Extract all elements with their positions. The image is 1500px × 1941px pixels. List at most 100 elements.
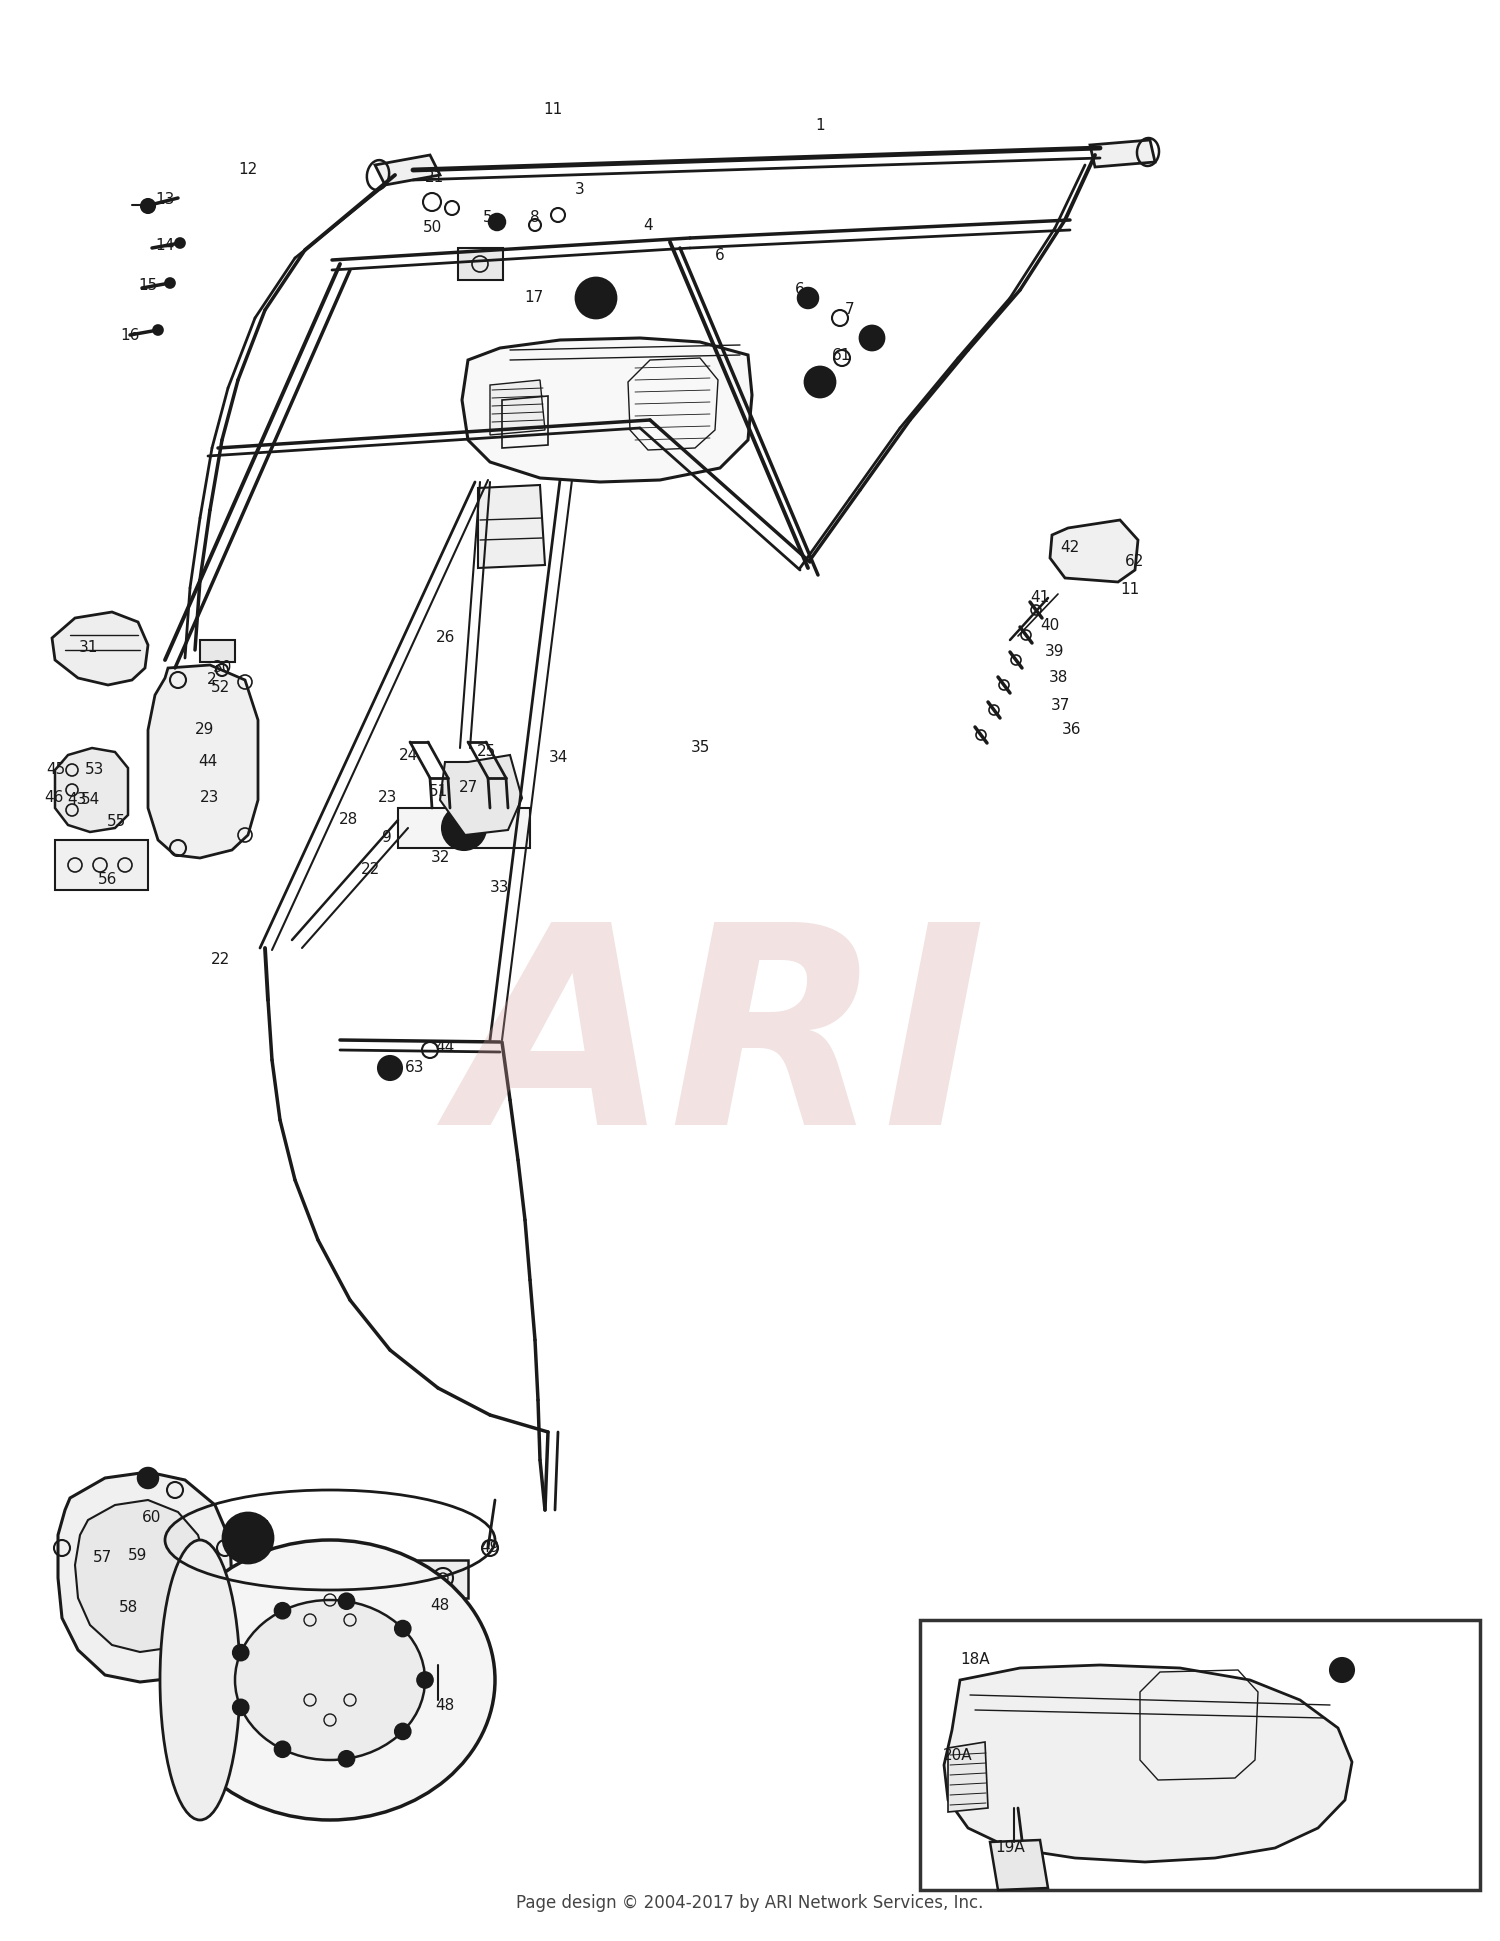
Polygon shape: [490, 380, 544, 435]
Circle shape: [859, 326, 883, 349]
Text: 16: 16: [120, 328, 140, 342]
Bar: [419, 1561, 468, 1597]
Circle shape: [378, 1056, 402, 1079]
Text: 23: 23: [378, 790, 398, 806]
Circle shape: [417, 1671, 434, 1689]
Text: 31: 31: [78, 641, 98, 656]
Text: 19A: 19A: [994, 1840, 1024, 1856]
Circle shape: [394, 1724, 411, 1739]
Text: 59: 59: [129, 1547, 147, 1563]
Circle shape: [252, 1518, 262, 1528]
Circle shape: [442, 806, 486, 850]
Text: 1: 1: [815, 118, 825, 132]
Text: 35: 35: [690, 741, 709, 755]
Text: 17: 17: [525, 291, 543, 305]
Text: 45: 45: [46, 763, 66, 778]
Polygon shape: [53, 611, 148, 685]
Polygon shape: [478, 485, 544, 569]
Text: 44: 44: [198, 755, 217, 769]
Text: 46: 46: [45, 790, 63, 806]
Circle shape: [234, 1518, 244, 1528]
Polygon shape: [440, 755, 522, 835]
Text: 2: 2: [207, 672, 218, 687]
Text: 39: 39: [1046, 644, 1065, 660]
Circle shape: [394, 1621, 411, 1636]
Text: 8: 8: [530, 210, 540, 225]
Text: 4: 4: [644, 217, 652, 233]
Text: 62: 62: [1125, 555, 1144, 569]
Polygon shape: [148, 666, 258, 858]
Polygon shape: [1090, 140, 1155, 167]
Text: 40: 40: [1041, 617, 1059, 633]
Circle shape: [225, 1533, 236, 1543]
Text: 53: 53: [86, 763, 105, 778]
Text: 12: 12: [238, 163, 258, 177]
Circle shape: [261, 1533, 272, 1543]
Circle shape: [806, 367, 836, 398]
Text: 10: 10: [813, 373, 831, 388]
Text: 61: 61: [833, 347, 852, 363]
Polygon shape: [948, 1741, 988, 1813]
Text: 42: 42: [1060, 540, 1080, 555]
Text: 51: 51: [429, 784, 447, 800]
Bar: [920, 1621, 1480, 1891]
Polygon shape: [1050, 520, 1138, 582]
Circle shape: [236, 1526, 260, 1551]
Circle shape: [224, 1512, 273, 1563]
Ellipse shape: [165, 1539, 495, 1821]
Text: 56: 56: [99, 873, 117, 887]
Text: 60: 60: [142, 1510, 162, 1526]
Text: 28: 28: [339, 813, 357, 827]
Text: 44: 44: [435, 1040, 454, 1056]
Text: 11: 11: [543, 103, 562, 118]
Circle shape: [176, 239, 184, 248]
Circle shape: [489, 214, 506, 229]
Circle shape: [138, 1467, 158, 1489]
Circle shape: [798, 287, 818, 309]
Circle shape: [232, 1700, 249, 1716]
Ellipse shape: [160, 1539, 240, 1821]
Text: 34: 34: [549, 751, 567, 765]
Circle shape: [153, 324, 164, 336]
Text: ARI: ARI: [454, 912, 986, 1184]
Polygon shape: [462, 338, 752, 481]
Text: 29: 29: [195, 722, 214, 738]
Polygon shape: [398, 807, 530, 848]
Polygon shape: [56, 747, 128, 833]
Bar: [416, 1665, 464, 1700]
Text: 3: 3: [574, 182, 585, 198]
Text: 20A: 20A: [944, 1747, 974, 1762]
Text: 63: 63: [405, 1060, 424, 1075]
Text: Page design © 2004-2017 by ARI Network Services, Inc.: Page design © 2004-2017 by ARI Network S…: [516, 1894, 984, 1912]
Polygon shape: [990, 1840, 1048, 1891]
Text: 30: 30: [213, 660, 231, 675]
Text: 6: 6: [716, 248, 724, 262]
Circle shape: [274, 1603, 291, 1619]
Text: 33: 33: [490, 881, 510, 895]
Circle shape: [232, 1644, 249, 1661]
Text: 43: 43: [68, 792, 87, 807]
Circle shape: [1330, 1658, 1354, 1683]
Polygon shape: [944, 1665, 1352, 1861]
Circle shape: [339, 1594, 354, 1609]
Text: 22: 22: [210, 953, 230, 967]
Text: 9: 9: [382, 831, 392, 846]
Text: 32: 32: [430, 850, 450, 866]
Text: 18A: 18A: [960, 1652, 990, 1667]
Text: 13: 13: [156, 192, 174, 208]
Text: 47: 47: [251, 1520, 270, 1535]
Polygon shape: [375, 155, 440, 184]
Polygon shape: [58, 1471, 232, 1683]
Text: 52: 52: [210, 681, 230, 695]
Text: 11: 11: [1120, 582, 1140, 598]
Text: 22: 22: [360, 862, 380, 877]
Text: 49: 49: [480, 1541, 500, 1555]
Text: 27: 27: [459, 780, 477, 796]
Text: 25: 25: [477, 745, 495, 759]
Circle shape: [339, 1751, 354, 1766]
Circle shape: [252, 1549, 262, 1559]
Text: 55: 55: [106, 815, 126, 829]
Text: 48: 48: [435, 1698, 454, 1712]
Bar: [458, 248, 503, 280]
Text: 24: 24: [399, 747, 417, 763]
